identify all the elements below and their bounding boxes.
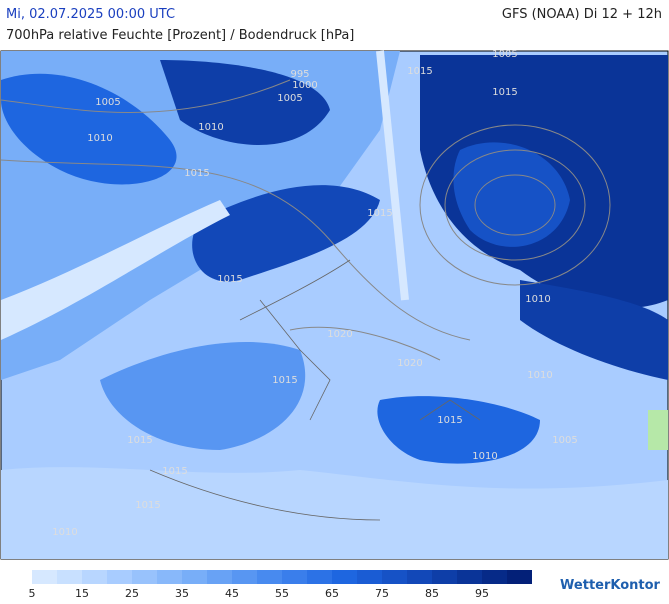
isobar-label: 1010 [87,133,112,144]
colorbar-swatch [32,570,57,584]
colorbar-swatch [507,570,532,584]
isobar-label: 1005 [492,49,517,60]
isobar-label: 995 [290,69,309,80]
colorbar-swatch [232,570,257,584]
colorbar-swatch [57,570,82,584]
colorbar-label: 45 [225,587,239,600]
dry-band [376,50,409,301]
humidity-area [377,396,540,464]
colorbar-swatch [182,570,207,584]
isobar [0,159,471,341]
colorbar: 5 15 25 35 45 55 65 75 85 95 [29,570,532,600]
isobar-label: 1015 [407,66,432,77]
colorbar-swatch [282,570,307,584]
isobar-label: 1005 [552,435,577,446]
brand: WetterKontor [560,578,661,593]
isobar-label: 1020 [327,329,352,340]
humidity-area [1,200,230,340]
colorbar-swatch [432,570,457,584]
colorbar-swatch [382,570,407,584]
colorbar-swatch [457,570,482,584]
isobar [0,79,291,113]
colorbar-label: 25 [125,587,139,600]
colorbar-label: 35 [175,587,189,600]
isobar-label: 1015 [367,208,392,219]
colorbar-swatch [407,570,432,584]
colorbar-label: 95 [475,587,489,600]
isobar [289,326,441,361]
colorbar-swatch [307,570,332,584]
header-subtitle: 700hPa relative Feuchte [Prozent] / Bode… [6,28,354,43]
isobar-label: 1010 [525,294,550,305]
isobar [474,174,556,236]
header-model: GFS (NOAA) Di 12 + 12h [502,7,662,22]
colorbar-label: 55 [275,587,289,600]
colorbar-swatch [107,570,132,584]
colorbar-swatch [332,570,357,584]
isobar [444,149,586,261]
isobar-label: 1010 [472,451,497,462]
humidity-area [192,185,380,282]
isobar [419,124,611,286]
land-dry [648,410,668,450]
colorbar-swatch [207,570,232,584]
isobar-label: 1015 [437,415,462,426]
humidity-area [453,142,570,247]
humidity-area [1,73,177,185]
coastline [149,259,481,521]
colorbar-label: 85 [425,587,439,600]
isobar-label: 1000 [292,80,317,91]
isobar-label: 1005 [95,97,120,108]
humidity-area [100,341,306,450]
isobar-label: 1015 [162,466,187,477]
header-datetime: Mi, 02.07.2025 00:00 UTC [6,7,175,22]
isobar-label: 1010 [527,370,552,381]
humidity-area [1,467,668,559]
isobar-label: 1010 [52,527,77,538]
colorbar-label: 15 [75,587,89,600]
isobar-label: 1015 [184,168,209,179]
isobar-label: 1015 [127,435,152,446]
colorbar-swatch [257,570,282,584]
colorbar-label: 5 [29,587,36,600]
humidity-area [520,280,668,380]
colorbar-swatch [482,570,507,584]
isobar-label: 1005 [277,93,302,104]
colorbar-swatch [357,570,382,584]
colorbar-swatch [82,570,107,584]
colorbar-label: 65 [325,587,339,600]
colorbar-swatch [132,570,157,584]
isobar-label: 1015 [217,274,242,285]
isobar-label: 1015 [272,375,297,386]
isobar-label: 1015 [492,87,517,98]
colorbar-label: 75 [375,587,389,600]
map [0,50,669,560]
isobar-label: 1010 [198,122,223,133]
isobar-label: 1020 [397,358,422,369]
isobar-label: 1015 [135,500,160,511]
colorbar-swatch [157,570,182,584]
